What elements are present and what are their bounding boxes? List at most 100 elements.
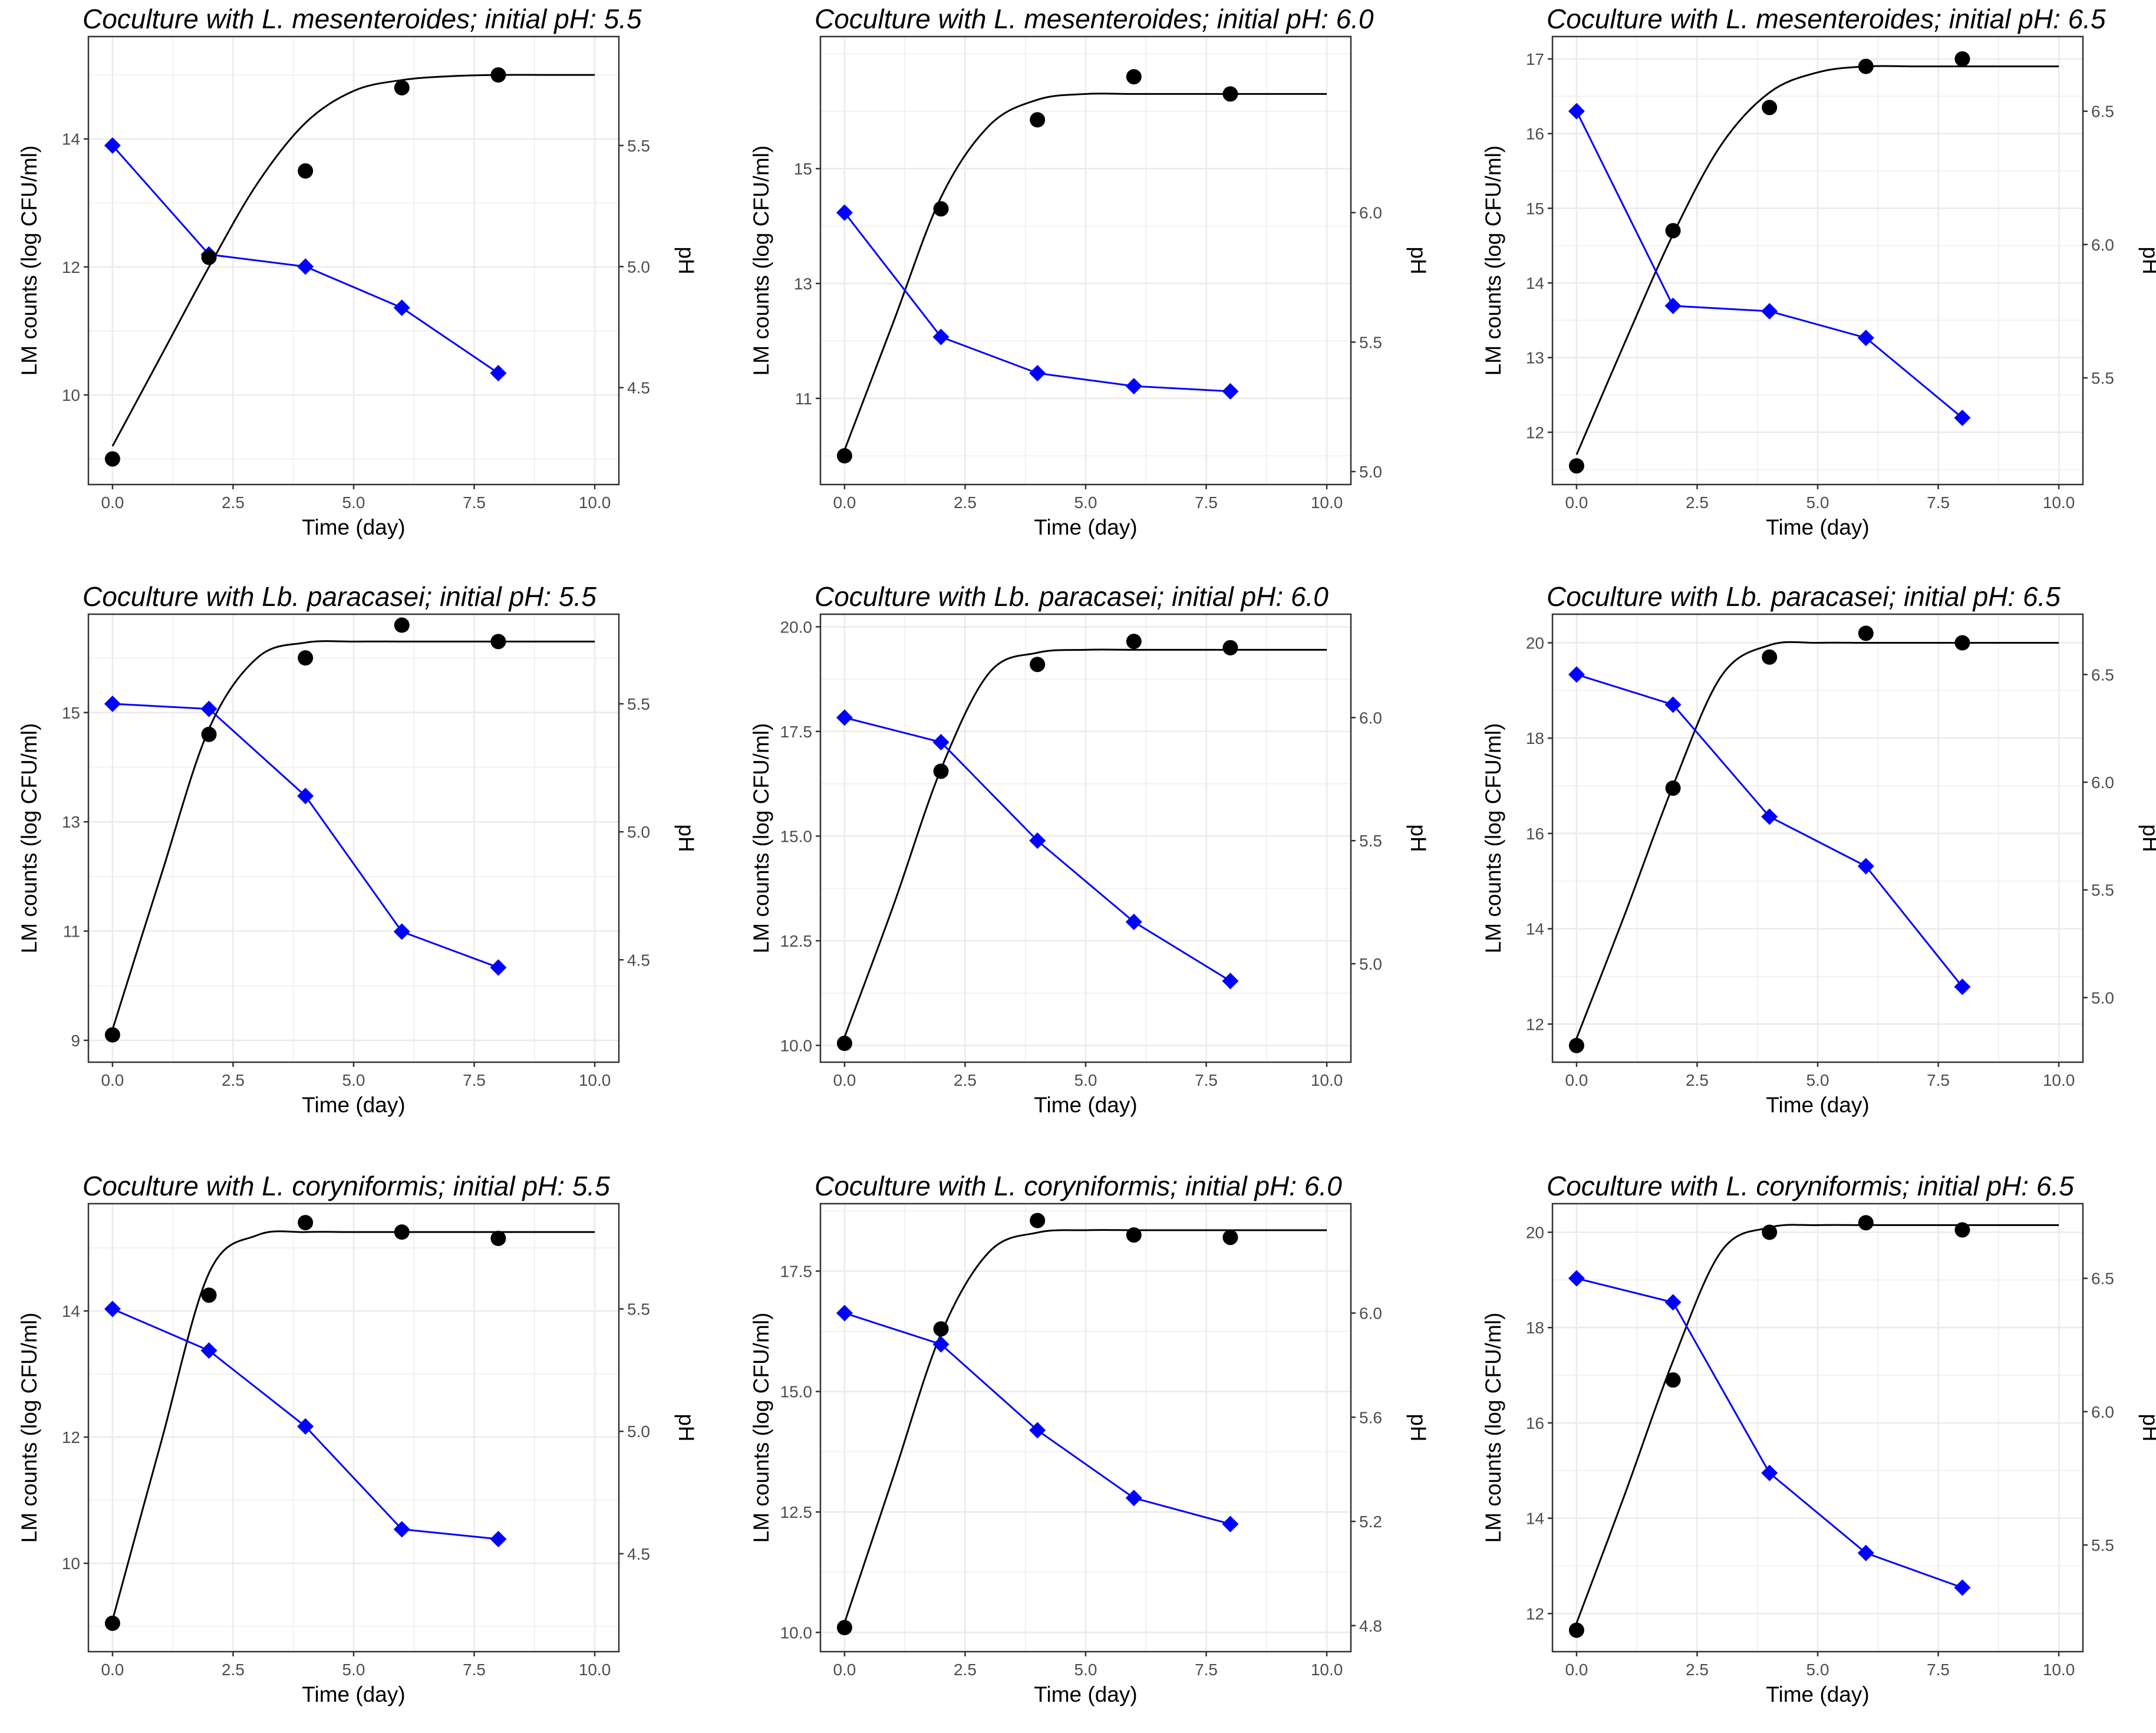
ph-point [1125,1490,1142,1507]
x-tick-label: 10.0 [2043,493,2075,512]
y-tick-label: 15 [1526,199,1544,218]
chart-panel: Coculture with Lb. paracasei; initial pH… [732,578,1463,1144]
y-axis-title: LM counts (log CFU/ml) [749,723,773,954]
y-tick-label: 15 [62,704,80,722]
ph-point [297,1418,314,1435]
count-point [1126,1227,1142,1243]
ph-point [490,365,507,382]
x-tick-label: 10.0 [1311,1071,1343,1089]
count-point [1762,1224,1778,1240]
x-tick-label: 7.5 [1195,493,1218,512]
x-tick-label: 7.5 [463,1071,486,1089]
count-point [836,1620,852,1636]
x-tick-label: 5.0 [342,1660,365,1679]
x-tick-label: 5.0 [1806,1071,1829,1089]
x-axis-title: Time (day) [1034,1682,1137,1706]
x-tick-label: 7.5 [463,1660,486,1679]
count-point [1762,649,1778,665]
count-point [1665,1372,1681,1388]
x-tick-label: 0.0 [833,1071,856,1089]
y2-tick-label: 4.8 [1359,1617,1382,1635]
x-tick-label: 2.5 [954,1660,977,1679]
ph-point [932,1336,950,1353]
chart-svg: Coculture with Lb. paracasei; initial pH… [17,581,698,1117]
x-tick-label: 2.5 [1686,1071,1709,1089]
count-point [836,448,852,464]
y2-tick-label: 5.5 [2091,369,2114,387]
y2-tick-label: 5.0 [2091,989,2114,1007]
chart-title: Coculture with L. mesenteroides; initial… [83,4,642,34]
chart-panel: Coculture with L. coryniformis; initial … [0,1167,731,1733]
chart-svg: Coculture with L. mesenteroides; initial… [749,4,1430,539]
ph-point [104,1300,121,1317]
count-point [394,80,410,95]
y2-axis-title: pH [2138,1414,2156,1441]
count-point [1030,657,1046,673]
x-tick-label: 5.0 [1074,1071,1097,1089]
ph-point [1857,858,1874,875]
y-tick-label: 16 [1526,1414,1544,1432]
y2-axis-title: pH [1406,246,1430,274]
ph-point [393,1521,410,1538]
y2-tick-label: 5.5 [1359,333,1382,351]
x-tick-label: 2.5 [222,493,245,512]
y2-tick-label: 4.5 [627,1545,650,1563]
x-tick-label: 7.5 [463,493,486,512]
y-tick-label: 13 [62,813,80,831]
count-point [298,650,314,666]
x-tick-label: 2.5 [954,1071,977,1089]
count-point [933,763,949,779]
x-axis-title: Time (day) [1766,1093,1869,1117]
y-tick-label: 11 [795,390,812,408]
count-point [298,1215,314,1231]
x-tick-label: 7.5 [1195,1660,1218,1679]
count-point [201,726,217,742]
count-point [394,617,410,633]
x-tick-label: 2.5 [1686,493,1709,512]
x-tick-label: 0.0 [833,1660,856,1679]
ph-point [1954,409,1971,426]
chart-panel: Coculture with Lb. paracasei; initial pH… [1464,578,2156,1144]
ph-point [200,700,217,717]
y-tick-label: 10 [62,386,80,404]
x-tick-label: 0.0 [101,493,124,512]
chart-title: Coculture with Lb. paracasei; initial pH… [815,581,1328,612]
x-axis-title: Time (day) [302,515,405,539]
y-tick-label: 20.0 [780,618,813,636]
count-point [1858,1215,1874,1231]
y2-tick-label: 5.0 [1359,955,1382,973]
x-tick-label: 7.5 [1927,493,1950,512]
y2-tick-label: 5.5 [1359,832,1382,850]
y-axis-title: LM counts (log CFU/ml) [17,723,41,954]
x-tick-label: 5.0 [1074,493,1097,512]
count-point [201,249,217,265]
y-tick-label: 17 [1526,50,1544,68]
x-tick-label: 10.0 [579,1071,611,1089]
y2-tick-label: 6.5 [2091,1270,2114,1288]
x-tick-label: 10.0 [2043,1660,2075,1679]
y-tick-label: 14 [62,130,80,149]
count-point [836,1036,852,1052]
y-tick-label: 14 [1526,1510,1544,1528]
ph-point [1568,666,1585,683]
y-tick-label: 12 [1526,1604,1544,1623]
y-tick-label: 17.5 [780,1262,813,1280]
ph-point [836,709,853,726]
count-point [201,1287,217,1303]
x-tick-label: 0.0 [1565,1660,1588,1679]
x-axis-title: Time (day) [1034,515,1137,539]
x-tick-label: 10.0 [1311,1660,1343,1679]
y-tick-label: 18 [1526,1319,1544,1337]
y2-tick-label: 6.0 [2091,1403,2114,1421]
x-tick-label: 2.5 [222,1071,245,1089]
count-point [1030,112,1046,128]
y-tick-label: 16 [1526,825,1544,843]
count-point [1858,625,1874,641]
x-tick-label: 2.5 [954,493,977,512]
y-axis-title: LM counts (log CFU/ml) [1481,146,1505,376]
count-point [1954,1222,1970,1238]
y2-axis-title: pH [674,246,698,274]
ph-point [1761,1464,1778,1481]
x-tick-label: 7.5 [1195,1071,1218,1089]
